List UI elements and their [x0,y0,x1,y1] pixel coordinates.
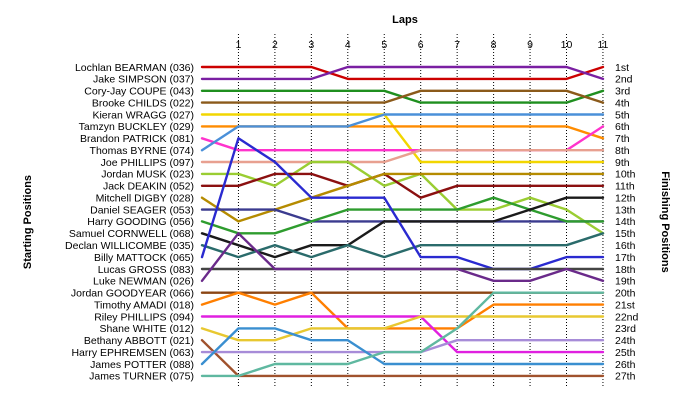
finish-label-7: 7th [615,133,630,145]
lap-tick-3: 3 [308,39,314,51]
start-label-13: Daniel SEAGER (053) [90,204,194,216]
series-line-9 [200,149,605,164]
finish-label-13: 13th [615,204,636,216]
finish-label-5: 5th [615,109,630,121]
finish-label-20: 20th [615,288,636,300]
start-label-22: Riley PHILLIPS (094) [94,311,194,323]
start-label-24: Bethany ABBOTT (021) [84,335,194,347]
lap-tick-7: 7 [454,39,460,51]
series-line-16 [200,232,605,259]
series-line-1 [200,65,605,81]
series-line-26 [200,327,605,366]
start-label-17: Billy MATTOCK (065) [94,252,194,264]
series-line-8 [200,113,605,152]
finish-label-22: 22nd [615,311,639,323]
start-label-10: Jordan MUSK (023) [101,169,194,181]
lap-tick-9: 9 [527,39,533,51]
finish-label-19: 19th [615,276,636,288]
lap-tick-5: 5 [381,39,387,51]
finish-label-14: 14th [615,216,636,228]
start-label-11: Jack DEAKIN (052) [103,181,194,193]
x-axis-title: Laps [392,14,418,26]
series-line-11 [200,172,605,199]
finish-label-27: 27th [615,371,636,383]
start-label-5: Kieran WRAGG (027) [92,109,194,121]
lap-tick-11: 11 [597,39,608,51]
series-line-12 [200,172,605,223]
finish-label-23: 23rd [615,323,636,335]
series-line-19 [200,232,605,282]
start-label-2: Jake SIMPSON (037) [93,74,194,86]
start-label-14: Harry GOODING (056) [87,216,194,228]
start-label-19: Luke NEWMAN (026) [93,276,194,288]
series-line-27 [200,291,605,378]
lap-tick-4: 4 [345,39,351,51]
finish-label-17: 17th [615,252,636,264]
finish-label-4: 4th [615,97,630,109]
start-label-6: Tamzyn BUCKLEY (029) [79,121,194,133]
finish-label-15: 15th [615,228,636,240]
series-line-2 [200,65,605,81]
series-line-5 [200,113,605,164]
start-label-12: Mitchell DIGBY (028) [96,192,194,204]
series-line-22 [200,315,605,354]
start-label-3: Cory-Jay COUPE (043) [84,86,194,98]
series-line-4 [200,89,605,104]
start-label-8: Thomas BYRNE (074) [90,145,194,157]
finish-label-18: 18th [615,264,636,276]
lap-tick-6: 6 [418,39,424,51]
finish-label-26: 26th [615,359,636,371]
finish-label-3: 3rd [615,86,630,98]
series-line-21 [200,291,605,330]
start-label-23: Shane WHITE (012) [99,323,194,335]
finish-label-24: 24th [615,335,636,347]
lap-tick-8: 8 [491,39,497,51]
finishing-position-labels: 1st2nd3rd4th5th6th7th8th9th10th11th12th1… [615,62,639,383]
start-label-26: James POTTER (088) [90,359,194,371]
series-lines [200,65,605,378]
series-line-24 [200,339,605,378]
series-line-14 [200,196,605,235]
finish-label-2: 2nd [615,74,633,86]
start-label-18: Lucas GROSS (083) [98,264,194,276]
series-line-23 [200,315,605,342]
series-line-15 [200,196,605,259]
start-label-25: Harry EPHREMSEN (063) [71,347,194,359]
lap-tick-labels: 1 2 3 4 5 6 7 8 9 10 11 [236,39,609,51]
finish-label-11: 11th [615,181,635,193]
start-label-1: Lochlan BEARMAN (036) [75,62,194,74]
finish-label-8: 8th [615,145,630,157]
finish-label-12: 12th [615,192,636,204]
start-label-9: Joe PHILLIPS (097) [101,157,194,169]
y-axis-right-title: Finishing Positions [659,171,671,272]
start-label-15: Samuel CORNWELL (068) [69,228,194,240]
series-line-10 [200,160,605,235]
lap-tick-1: 1 [236,39,242,51]
lap-tick-10: 10 [561,39,573,51]
start-label-20: Jordan GOODYEAR (066) [71,288,194,300]
series-line-25 [200,339,605,354]
finish-label-16: 16th [615,240,636,252]
finish-label-25: 25th [615,347,636,359]
finish-label-21: 21st [615,299,635,311]
start-label-21: Timothy AMADI (018) [94,299,194,311]
start-label-16: Declan WILLICOMBE (035) [65,240,194,252]
y-axis-left-title: Starting Positions [22,175,34,269]
finish-label-10: 10th [615,169,636,181]
starting-position-labels: Lochlan BEARMAN (036)Jake SIMPSON (037)C… [65,62,194,383]
series-line-17 [200,137,605,271]
start-label-27: James TURNER (075) [89,371,194,383]
series-line-13 [200,208,605,223]
lap-tick-2: 2 [272,39,278,51]
start-label-4: Brooke CHILDS (022) [92,97,194,109]
finish-label-9: 9th [615,157,630,169]
finish-label-1: 1st [615,62,629,74]
start-label-7: Brandon PATRICK (081) [80,133,194,145]
finish-label-6: 6th [615,121,630,133]
